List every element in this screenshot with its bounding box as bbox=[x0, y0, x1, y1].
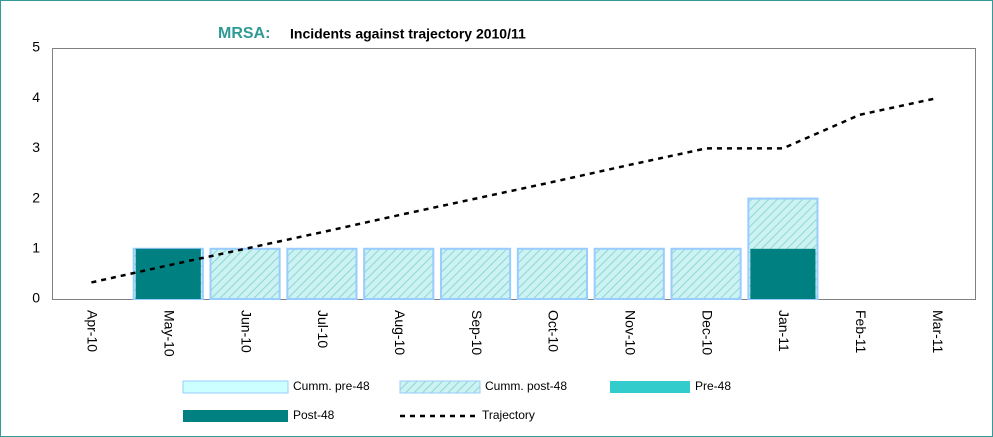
legend-label: Post-48 bbox=[293, 408, 335, 422]
bar bbox=[593, 247, 665, 301]
y-tick-label: 5 bbox=[32, 39, 40, 55]
x-tick-label: Jun-10 bbox=[238, 310, 254, 353]
bar bbox=[135, 248, 201, 299]
x-tick-label: Apr-10 bbox=[85, 310, 101, 352]
y-tick-label: 4 bbox=[32, 89, 40, 105]
legend-swatch bbox=[610, 381, 690, 393]
legend-label: Trajectory bbox=[482, 408, 535, 422]
legend-label: Pre-48 bbox=[695, 379, 731, 393]
x-tick-label: Jul-10 bbox=[315, 310, 331, 348]
bar bbox=[440, 247, 512, 301]
chart-title-prefix: MRSA: bbox=[218, 25, 270, 42]
y-tick-label: 1 bbox=[32, 240, 40, 256]
bar bbox=[286, 247, 358, 301]
x-tick-label: Aug-10 bbox=[392, 310, 408, 355]
x-tick-label: Dec-10 bbox=[699, 310, 715, 355]
x-tick-label: Oct-10 bbox=[546, 310, 562, 352]
chart-title: Incidents against trajectory 2010/11 bbox=[290, 26, 526, 42]
x-tick-label: May-10 bbox=[162, 310, 178, 357]
x-tick-label: Sep-10 bbox=[469, 310, 485, 355]
legend-label: Cumm. pre-48 bbox=[293, 379, 370, 393]
legend-swatch bbox=[183, 410, 288, 422]
legend-swatch bbox=[399, 380, 481, 394]
trajectory-line bbox=[91, 96, 937, 284]
y-tick-label: 2 bbox=[32, 189, 40, 205]
bar bbox=[750, 248, 816, 299]
x-tick-label: Jan-11 bbox=[776, 310, 792, 352]
bar bbox=[670, 247, 742, 301]
y-tick-label: 3 bbox=[32, 139, 40, 155]
bar bbox=[363, 247, 435, 301]
bar bbox=[209, 247, 281, 301]
x-tick-label: Feb-11 bbox=[853, 310, 869, 354]
x-tick-label: Mar-11 bbox=[930, 310, 946, 354]
x-tick-label: Nov-10 bbox=[623, 310, 639, 355]
legend-label: Cumm. post-48 bbox=[485, 379, 567, 393]
plot-area bbox=[52, 48, 976, 300]
legend-swatch bbox=[182, 380, 289, 394]
y-tick-label: 0 bbox=[32, 290, 40, 306]
bar bbox=[516, 247, 588, 301]
